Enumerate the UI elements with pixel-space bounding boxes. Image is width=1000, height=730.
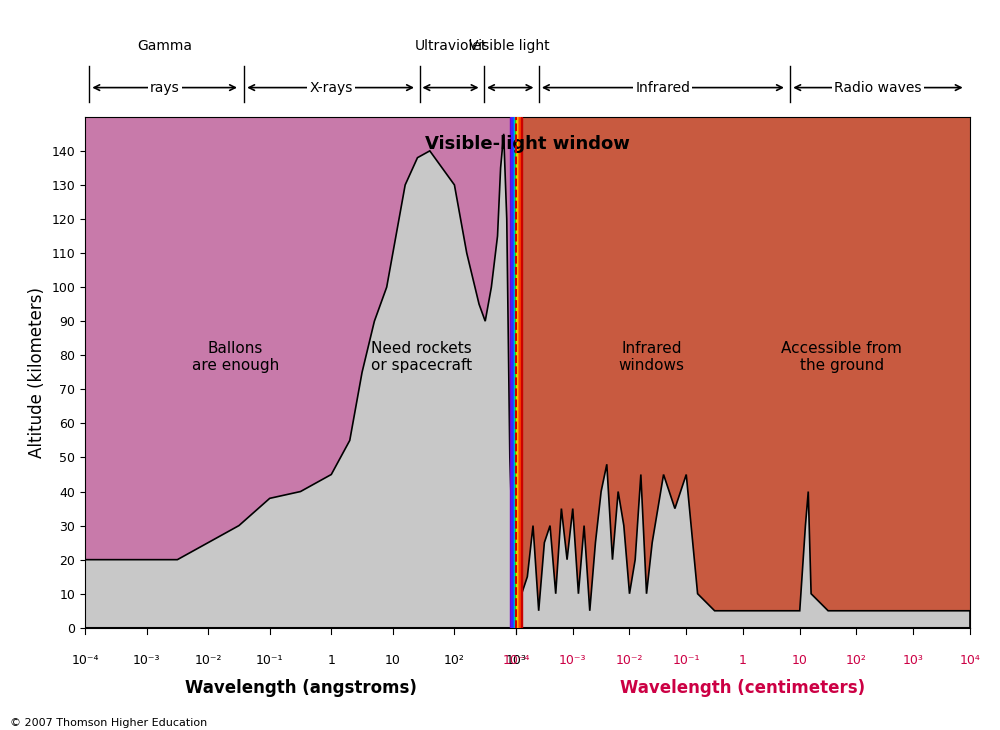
Bar: [517, 117, 518, 628]
Y-axis label: Altitude (kilometers): Altitude (kilometers): [28, 287, 46, 458]
Text: 10⁻¹: 10⁻¹: [256, 654, 283, 667]
Text: Ballons
are enough: Ballons are enough: [192, 341, 279, 373]
Bar: [516, 117, 517, 628]
Bar: [521, 117, 522, 628]
Text: 10⁻²: 10⁻²: [616, 654, 643, 667]
Text: Infrared
windows: Infrared windows: [618, 341, 684, 373]
Text: 10²: 10²: [846, 654, 867, 667]
Bar: [515, 117, 516, 628]
Text: 1: 1: [327, 654, 335, 667]
Text: Need rockets
or spacecraft: Need rockets or spacecraft: [371, 341, 472, 373]
Text: 10⁻²: 10⁻²: [194, 654, 222, 667]
Text: 10⁻⁴: 10⁻⁴: [502, 654, 530, 667]
Text: © 2007 Thomson Higher Education: © 2007 Thomson Higher Education: [10, 718, 207, 729]
Text: Accessible from
the ground: Accessible from the ground: [781, 341, 902, 373]
Text: 10²: 10²: [444, 654, 465, 667]
Bar: [511, 117, 513, 628]
Text: Infrared: Infrared: [635, 80, 690, 95]
Text: Gamma: Gamma: [137, 39, 192, 53]
Text: Radio waves: Radio waves: [834, 80, 922, 95]
Text: 1: 1: [739, 654, 747, 667]
Text: Visible-light window: Visible-light window: [425, 135, 630, 153]
Polygon shape: [85, 134, 516, 628]
Bar: [510, 117, 511, 628]
Text: X-rays: X-rays: [309, 80, 353, 95]
Text: 10³: 10³: [903, 654, 924, 667]
Text: 10: 10: [385, 654, 401, 667]
Text: Wavelength (centimeters): Wavelength (centimeters): [620, 679, 866, 697]
Text: rays: rays: [150, 80, 180, 95]
Text: 10⁻³: 10⁻³: [559, 654, 586, 667]
Bar: [513, 117, 514, 628]
Bar: [516, 117, 970, 628]
Text: 10⁻¹: 10⁻¹: [672, 654, 700, 667]
Polygon shape: [516, 464, 970, 628]
Bar: [518, 117, 519, 628]
Text: 10⁴: 10⁴: [960, 654, 980, 667]
Bar: [514, 117, 515, 628]
Text: 10³: 10³: [506, 654, 526, 667]
Text: 10⁻³: 10⁻³: [133, 654, 160, 667]
Bar: [519, 117, 521, 628]
Text: 10⁻⁴: 10⁻⁴: [71, 654, 99, 667]
Text: Visible light: Visible light: [469, 39, 550, 53]
Text: Ultraviolet: Ultraviolet: [414, 39, 487, 53]
Text: Wavelength (angstroms): Wavelength (angstroms): [185, 679, 416, 697]
Text: 10: 10: [792, 654, 808, 667]
